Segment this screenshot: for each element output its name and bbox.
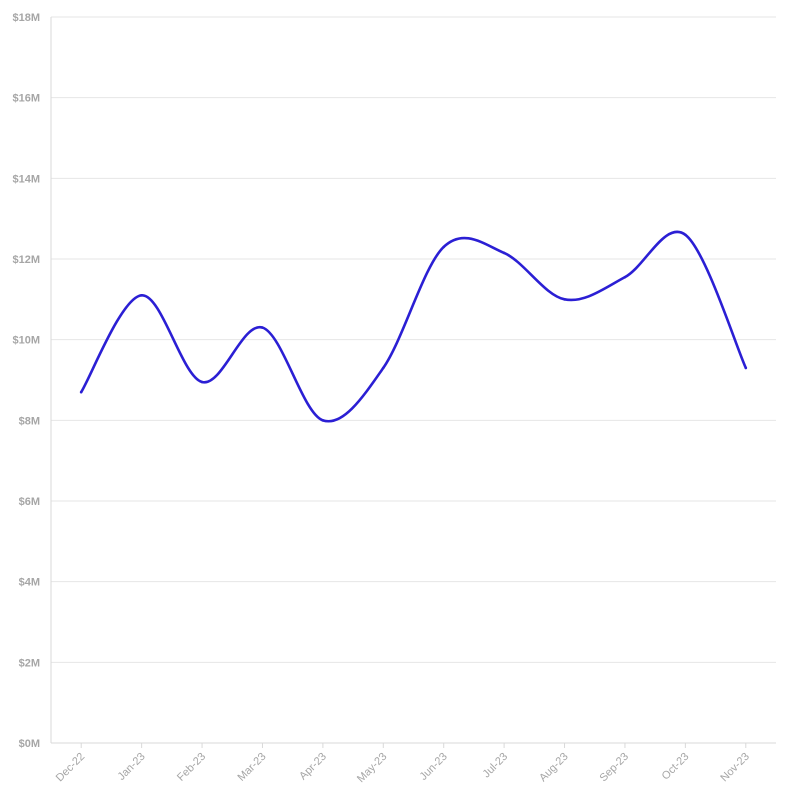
data-point xyxy=(502,251,506,255)
series-line xyxy=(79,230,748,423)
data-point xyxy=(744,366,748,370)
grid-lines xyxy=(51,16,776,663)
y-axis-tick-labels: $0M $2M $4M $6M $8M $10M $12M $14M $16M $18M xyxy=(12,12,40,750)
x-tick-label: Aug-23 xyxy=(537,751,571,785)
x-tick-label: Mar-23 xyxy=(235,751,268,784)
y-tick-label: $6M xyxy=(19,496,40,508)
y-tick-label: $8M xyxy=(19,415,40,427)
y-tick-label: $12M xyxy=(12,254,40,266)
data-point xyxy=(200,380,204,384)
x-tick-label: Feb-23 xyxy=(175,751,208,784)
x-tick-label: Apr-23 xyxy=(297,751,329,783)
y-tick-label: $16M xyxy=(12,93,40,105)
y-tick-label: $10M xyxy=(12,335,40,347)
data-point xyxy=(261,326,264,329)
x-tick-label: Sep-23 xyxy=(598,751,632,785)
data-point xyxy=(321,419,325,422)
data-point xyxy=(442,245,446,249)
y-tick-label: $4M xyxy=(19,577,40,589)
x-tick-label: Oct-23 xyxy=(660,751,692,783)
axes xyxy=(50,17,776,748)
x-tick-label: Nov-23 xyxy=(718,751,752,785)
data-point xyxy=(381,366,385,370)
data-point xyxy=(79,390,83,394)
data-point xyxy=(563,298,566,301)
x-tick-label: Jan-23 xyxy=(115,751,147,783)
x-tick-label: Jul-23 xyxy=(481,751,511,781)
data-point xyxy=(140,294,143,297)
x-tick-label: Dec-22 xyxy=(54,751,88,785)
y-tick-label: $0M xyxy=(19,738,40,750)
y-tick-label: $14M xyxy=(12,173,40,185)
data-point xyxy=(684,233,687,237)
y-tick-label: $18M xyxy=(12,12,40,24)
y-tick-label: $2M xyxy=(19,657,40,669)
x-tick-label: Jun-23 xyxy=(418,751,450,783)
x-tick-label: May-23 xyxy=(355,751,389,785)
x-axis-tick-labels: Dec-22 Jan-23 Feb-23 Mar-23 Apr-23 May-23 Jun-… xyxy=(54,751,752,785)
series-layer xyxy=(79,230,748,423)
data-point xyxy=(623,275,627,279)
